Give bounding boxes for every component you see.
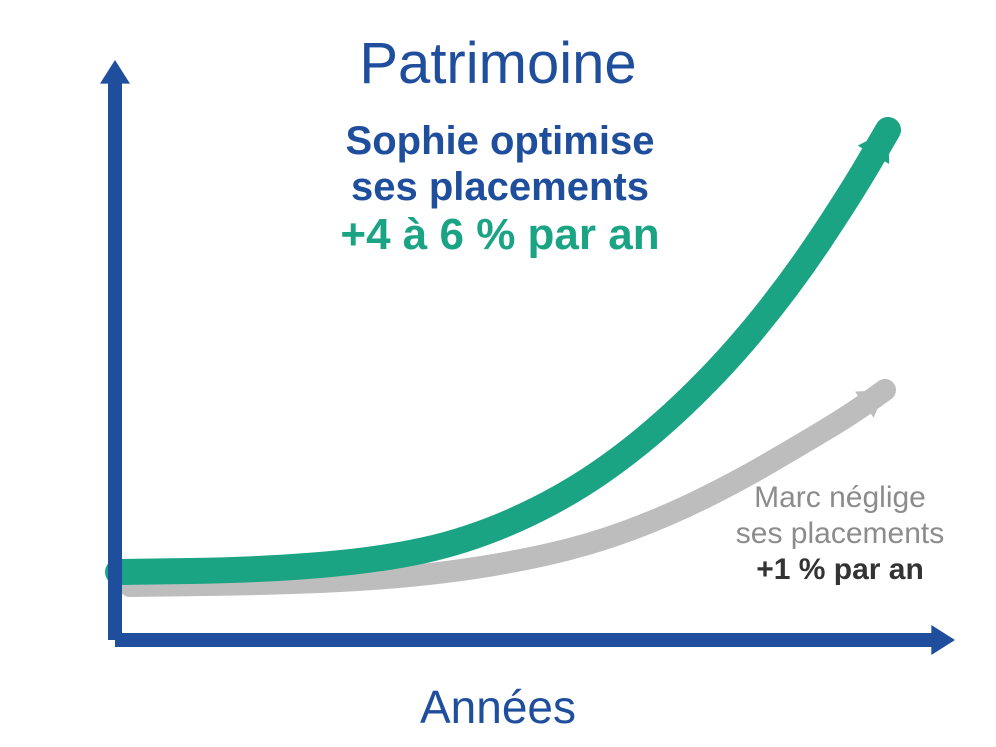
marc-line-1: Marc néglige: [700, 480, 980, 516]
marc-rate: +1 % par an: [700, 552, 980, 588]
marc-line-2: ses placements: [700, 516, 980, 552]
sophie-label-block: Sophie optimise ses placements +4 à 6 % …: [270, 118, 730, 261]
marc-label-block: Marc néglige ses placements +1 % par an: [700, 480, 980, 588]
chart-stage: Patrimoine Sophie optimise ses placement…: [0, 0, 996, 747]
sophie-line-1: Sophie optimise: [270, 118, 730, 164]
sophie-line-2: ses placements: [270, 164, 730, 210]
chart-title: Patrimoine: [0, 30, 996, 97]
sophie-rate: +4 à 6 % par an: [270, 210, 730, 261]
chart-svg: [0, 0, 996, 747]
x-axis-label: Années: [0, 680, 996, 734]
